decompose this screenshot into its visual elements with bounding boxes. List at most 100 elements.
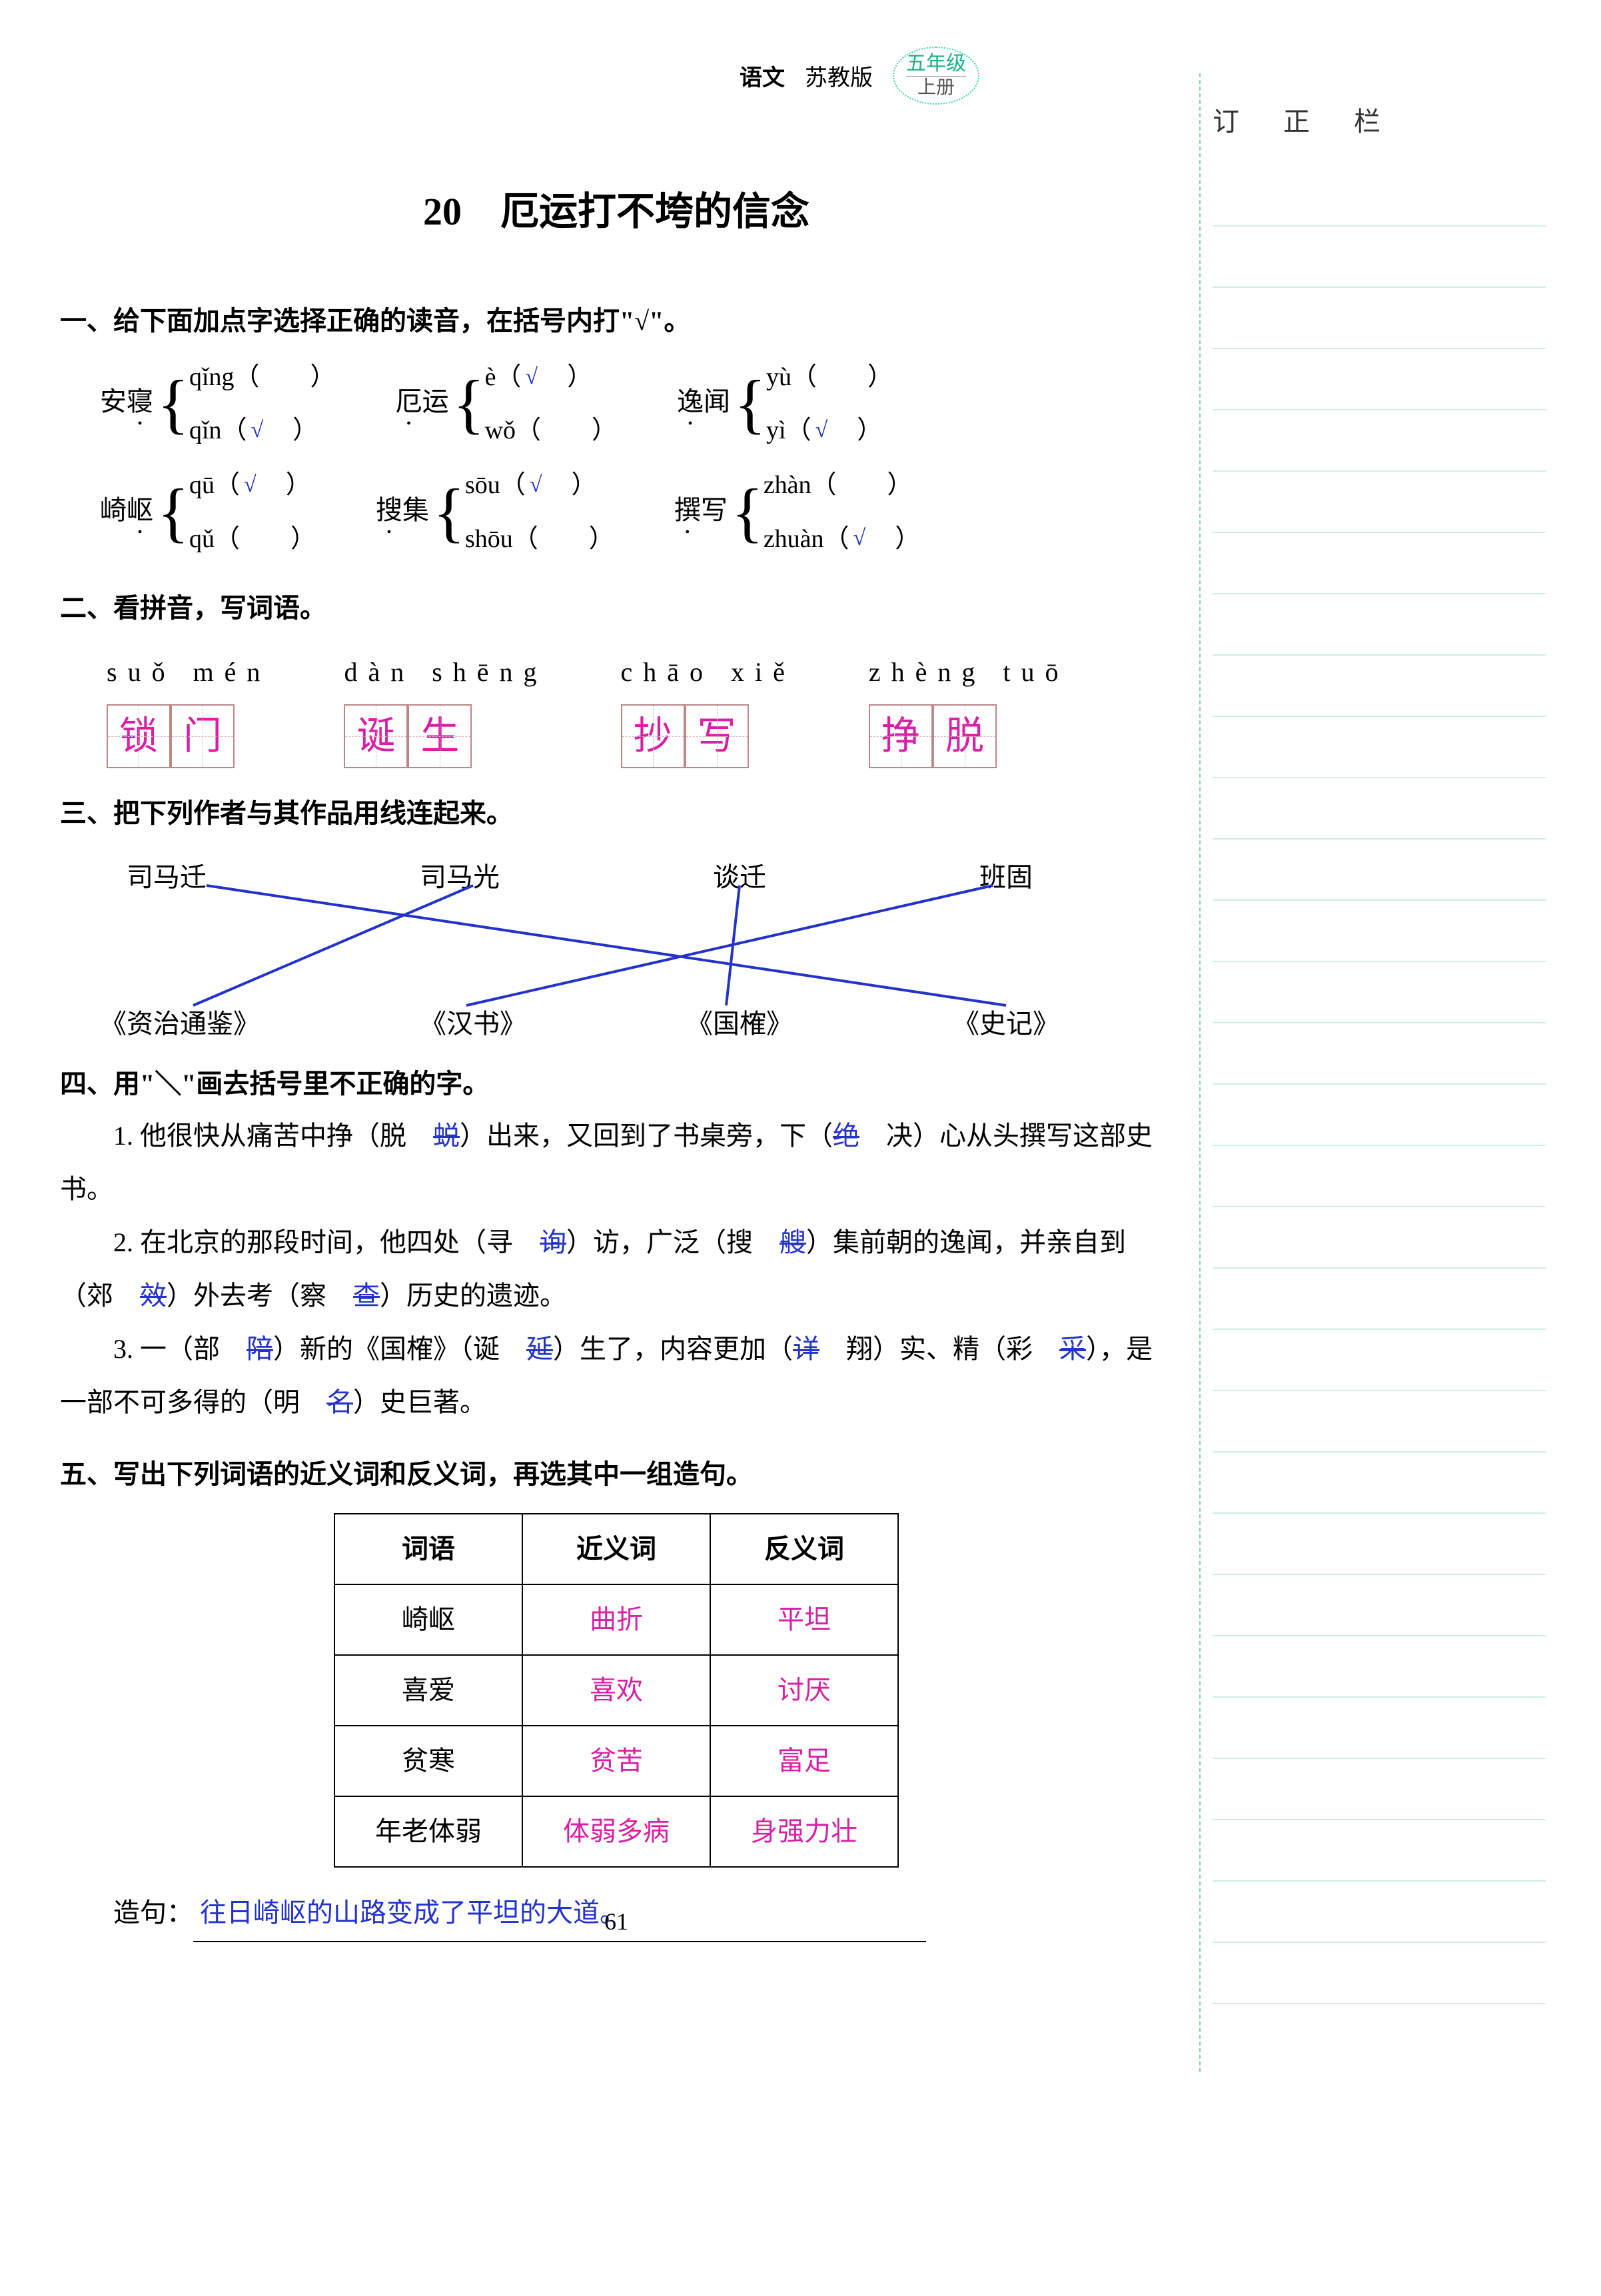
- pinyin-label: zhèng tuō: [869, 647, 1069, 698]
- title-number: 20: [423, 190, 462, 233]
- table-header: 近义词: [522, 1514, 710, 1584]
- page-title: 20 厄运打不垮的信念: [60, 180, 1173, 236]
- synonym-antonym-table: 词语近义词反义词崎岖曲折平坦喜爱喜欢讨厌贫寒贫苦富足年老体弱体弱多病身强力壮: [334, 1513, 899, 1868]
- q4-item-1: 1. 他很快从痛苦中挣（脱 蜕）出来，又回到了书桌旁，下（绝 决）心从头撰写这部…: [60, 1109, 1173, 1216]
- q5-heading: 五、写出下列词语的近义词和反义词，再选其中一组造句。: [60, 1449, 1173, 1500]
- target-word: 撰写: [674, 485, 728, 540]
- pinyin-option: sōu（√ ）: [465, 461, 614, 509]
- check-mark: √: [244, 464, 257, 507]
- question-4: 四、用"＼"画去括号里不正确的字。 1. 他很快从痛苦中挣（脱 蜕）出来，又回到…: [60, 1059, 1173, 1429]
- volume-text: 上册: [906, 76, 966, 99]
- check-mark: √: [530, 464, 542, 507]
- publisher-label: 苏教版: [805, 59, 873, 92]
- crossed-out: 艘: [780, 1227, 806, 1257]
- pinyin-write-item: chāo xiě 抄写: [621, 647, 796, 768]
- check-mark: √: [525, 356, 538, 399]
- table-cell: 体弱多病: [522, 1796, 710, 1867]
- question-3: 三、把下列作者与其作品用线连起来。 司马迁司马光谈迁班固 《资治通鉴》《汉书》《…: [60, 788, 1173, 1039]
- crossed-out: 名: [326, 1387, 353, 1417]
- pinyin-option: qǐn（√ ）: [189, 406, 336, 454]
- brace-icon: {: [157, 377, 189, 430]
- tianzi-box: 门: [171, 704, 235, 768]
- grade-text: 五年级: [906, 52, 966, 76]
- brace-icon: {: [433, 486, 465, 539]
- pinyin-option: zhàn（ ）: [764, 461, 920, 509]
- pinyin-choice-group: 逸闻{yù（ ）yì（√ ）: [677, 353, 893, 454]
- check-mark: √: [853, 517, 866, 560]
- tianzi-box: 抄: [621, 704, 685, 768]
- tianzi-box: 写: [685, 704, 749, 768]
- table-row: 喜爱喜欢讨厌: [334, 1655, 898, 1726]
- pinyin-label: dàn shēng: [344, 647, 547, 698]
- pinyin-option: zhuàn（√ ）: [764, 515, 920, 563]
- pinyin-choice-group: 搜集{sōu（√ ） shōu（ ）: [376, 461, 614, 562]
- grade-badge: 五年级 上册: [893, 47, 979, 105]
- pinyin-write-item: zhèng tuō 挣脱: [869, 647, 1069, 768]
- table-header: 反义词: [710, 1514, 898, 1584]
- table-row: 崎岖曲折平坦: [334, 1584, 898, 1655]
- table-cell: 喜爱: [334, 1655, 522, 1726]
- title-text: 厄运打不垮的信念: [500, 190, 809, 233]
- table-row: 贫寒贫苦富足: [334, 1726, 898, 1796]
- pinyin-option: shōu（ ）: [465, 515, 614, 563]
- table-row: 年老体弱体弱多病身强力壮: [334, 1796, 898, 1867]
- page-number: 61: [60, 1908, 1173, 1936]
- q1-heading: 一、给下面加点字选择正确的读音，在括号内打"√"。: [60, 296, 1173, 346]
- table-cell: 喜欢: [522, 1655, 710, 1726]
- pinyin-write-item: dàn shēng诞生: [344, 647, 547, 768]
- tianzi-box: 生: [408, 704, 472, 768]
- brace-icon: {: [453, 377, 485, 430]
- crossed-out: 查: [353, 1281, 380, 1311]
- table-cell: 贫寒: [334, 1726, 522, 1796]
- pinyin-option: qǔ（ ）: [189, 515, 316, 563]
- pinyin-choice-group: 崎岖{qū（√ ）qǔ（ ）: [100, 461, 316, 562]
- pinyin-option: qǐng（ ）: [189, 353, 336, 401]
- table-cell: 身强力壮: [710, 1796, 898, 1867]
- target-word: 安寝: [100, 376, 153, 431]
- target-word: 厄运: [396, 376, 449, 431]
- check-mark: √: [251, 409, 264, 452]
- pinyin-option: yù（ ）: [766, 353, 893, 401]
- brace-icon: {: [157, 486, 189, 539]
- target-word: 搜集: [376, 485, 429, 540]
- crossed-out: 采: [1059, 1334, 1086, 1364]
- pinyin-option: yì（√ ）: [766, 406, 893, 454]
- question-2: 二、看拼音，写词语。 suǒ mén 锁门 dàn shēng诞生 chāo xiě 抄…: [60, 583, 1173, 768]
- crossed-out: 详: [793, 1334, 819, 1364]
- q4-item-3: 3. 一（部 陪）新的《国榷》（诞 延）生了，内容更加（详 翔）实、精（彩 采）…: [60, 1323, 1173, 1429]
- page-header: 语文 苏教版 五年级 上册: [740, 47, 979, 105]
- check-mark: √: [815, 409, 828, 452]
- table-cell: 曲折: [522, 1584, 710, 1655]
- pinyin-choice-group: 厄运{è（√ ）wǒ（ ）: [396, 353, 617, 454]
- table-cell: 讨厌: [710, 1655, 898, 1726]
- brace-icon: {: [732, 486, 764, 539]
- pinyin-choice-group: 撰写{zhàn（ ） zhuàn（√ ）: [674, 461, 920, 562]
- pinyin-option: wǒ（ ）: [485, 406, 617, 454]
- crossed-out: 陪: [247, 1334, 273, 1364]
- pinyin-choice-group: 安寝{qǐng（ ） qǐn（√ ）: [100, 353, 336, 454]
- table-cell: 崎岖: [334, 1584, 522, 1655]
- question-1: 一、给下面加点字选择正确的读音，在括号内打"√"。 安寝{qǐng（ ）qǐn（…: [60, 296, 1173, 563]
- work-label: 《国榷》: [686, 999, 793, 1049]
- pinyin-label: chāo xiě: [621, 647, 796, 698]
- crossed-out: 延: [526, 1334, 553, 1364]
- pinyin-label: suǒ mén: [107, 647, 270, 698]
- pinyin-write-item: suǒ mén 锁门: [107, 647, 270, 768]
- table-cell: 平坦: [710, 1584, 898, 1655]
- tianzi-box: 挣: [869, 704, 933, 768]
- q4-heading: 四、用"＼"画去括号里不正确的字。: [60, 1059, 1173, 1109]
- crossed-out: 蜕: [433, 1121, 460, 1151]
- tianzi-box: 脱: [933, 704, 997, 768]
- q2-heading: 二、看拼音，写词语。: [60, 583, 1173, 634]
- subject-label: 语文: [740, 59, 785, 92]
- table-cell: 富足: [710, 1726, 898, 1796]
- work-label: 《史记》: [953, 999, 1059, 1049]
- work-label: 《汉书》: [420, 999, 526, 1049]
- table-header: 词语: [334, 1514, 522, 1584]
- target-word: 崎岖: [100, 485, 153, 540]
- crossed-out: 询: [540, 1227, 566, 1257]
- tianzi-box: 锁: [107, 704, 171, 768]
- correction-column: 订 正 栏: [1213, 100, 1546, 2004]
- table-cell: 年老体弱: [334, 1796, 522, 1867]
- target-word: 逸闻: [677, 376, 730, 431]
